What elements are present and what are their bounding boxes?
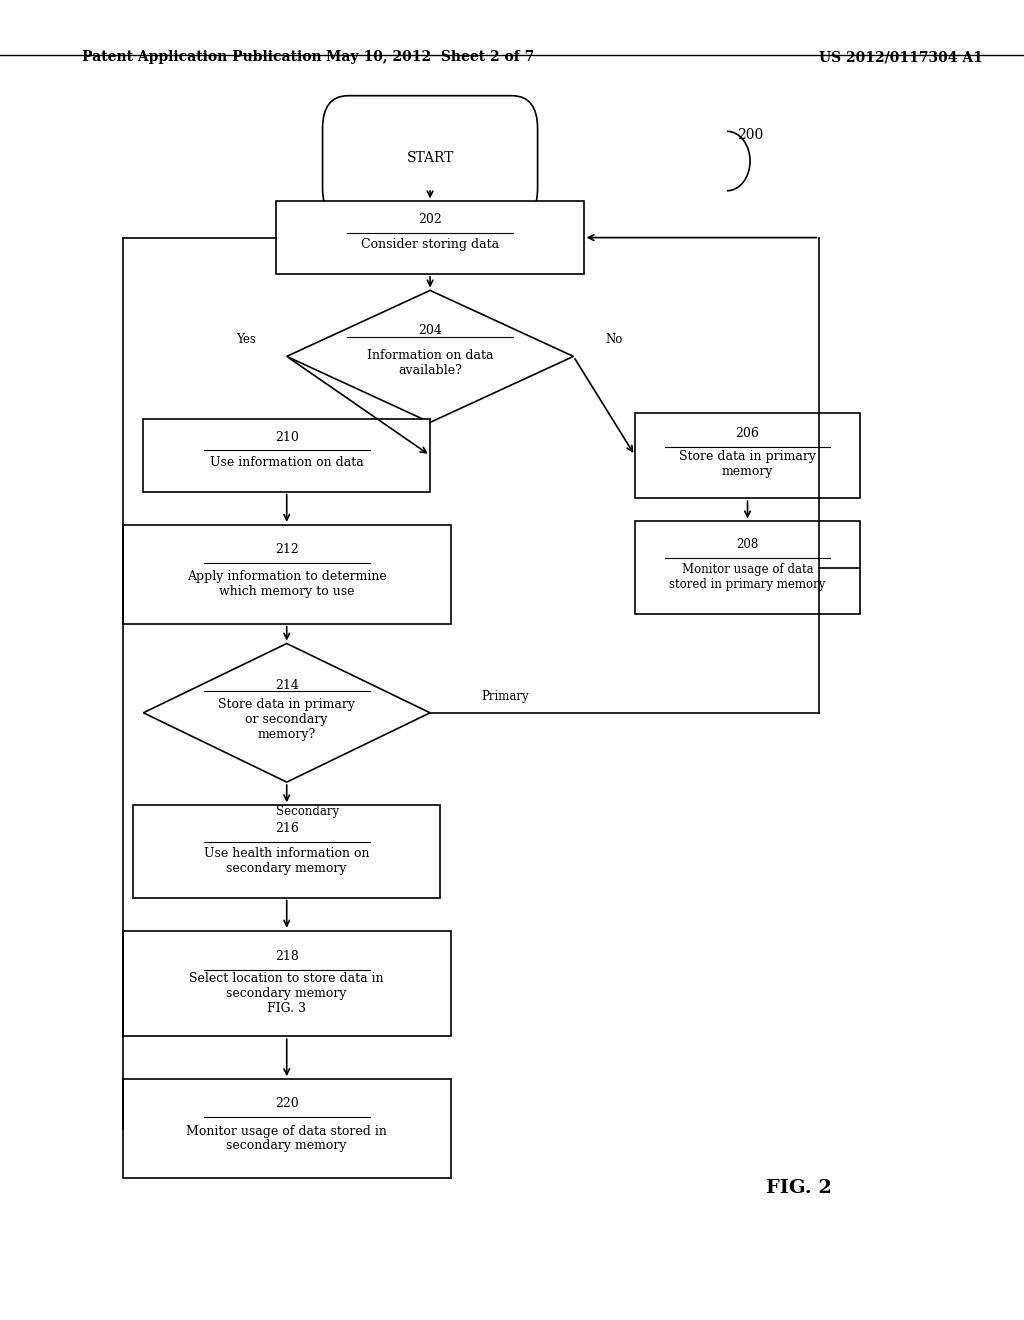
Text: US 2012/0117304 A1: US 2012/0117304 A1: [819, 50, 983, 65]
FancyBboxPatch shape: [123, 1080, 451, 1179]
Text: Use health information on
secondary memory: Use health information on secondary memo…: [204, 846, 370, 875]
FancyBboxPatch shape: [635, 521, 860, 614]
Text: Secondary: Secondary: [275, 805, 339, 818]
Text: Primary: Primary: [481, 689, 529, 702]
Text: Consider storing data: Consider storing data: [361, 239, 499, 251]
Text: 212: 212: [274, 543, 299, 556]
Text: No: No: [606, 333, 623, 346]
Polygon shape: [143, 643, 430, 781]
Text: Patent Application Publication: Patent Application Publication: [82, 50, 322, 65]
Text: 200: 200: [737, 128, 764, 141]
Text: 214: 214: [274, 678, 299, 692]
Text: Select location to store data in
secondary memory
FIG. 3: Select location to store data in seconda…: [189, 973, 384, 1015]
Text: 216: 216: [274, 822, 299, 834]
Text: Monitor usage of data stored in
secondary memory: Monitor usage of data stored in secondar…: [186, 1125, 387, 1152]
FancyBboxPatch shape: [123, 931, 451, 1036]
Text: START: START: [407, 152, 454, 165]
FancyBboxPatch shape: [123, 525, 451, 624]
Text: FIG. 2: FIG. 2: [766, 1179, 831, 1197]
Polygon shape: [287, 290, 573, 422]
FancyBboxPatch shape: [143, 418, 430, 491]
Text: Yes: Yes: [236, 333, 256, 346]
Text: Apply information to determine
which memory to use: Apply information to determine which mem…: [186, 570, 387, 598]
Text: 210: 210: [274, 430, 299, 444]
Text: Monitor usage of data
stored in primary memory: Monitor usage of data stored in primary …: [670, 562, 825, 591]
Text: Information on data
available?: Information on data available?: [367, 348, 494, 378]
FancyBboxPatch shape: [276, 201, 584, 275]
Text: 204: 204: [418, 323, 442, 337]
Text: 206: 206: [735, 428, 760, 441]
Text: Use information on data: Use information on data: [210, 457, 364, 469]
Text: 208: 208: [736, 539, 759, 550]
Text: 202: 202: [418, 213, 442, 226]
Text: 220: 220: [274, 1097, 299, 1110]
Text: Store data in primary
memory: Store data in primary memory: [679, 450, 816, 478]
Text: 218: 218: [274, 950, 299, 964]
FancyBboxPatch shape: [133, 805, 440, 898]
Text: May 10, 2012  Sheet 2 of 7: May 10, 2012 Sheet 2 of 7: [326, 50, 535, 65]
FancyBboxPatch shape: [635, 412, 860, 498]
Text: Store data in primary
or secondary
memory?: Store data in primary or secondary memor…: [218, 698, 355, 742]
FancyBboxPatch shape: [323, 96, 538, 220]
